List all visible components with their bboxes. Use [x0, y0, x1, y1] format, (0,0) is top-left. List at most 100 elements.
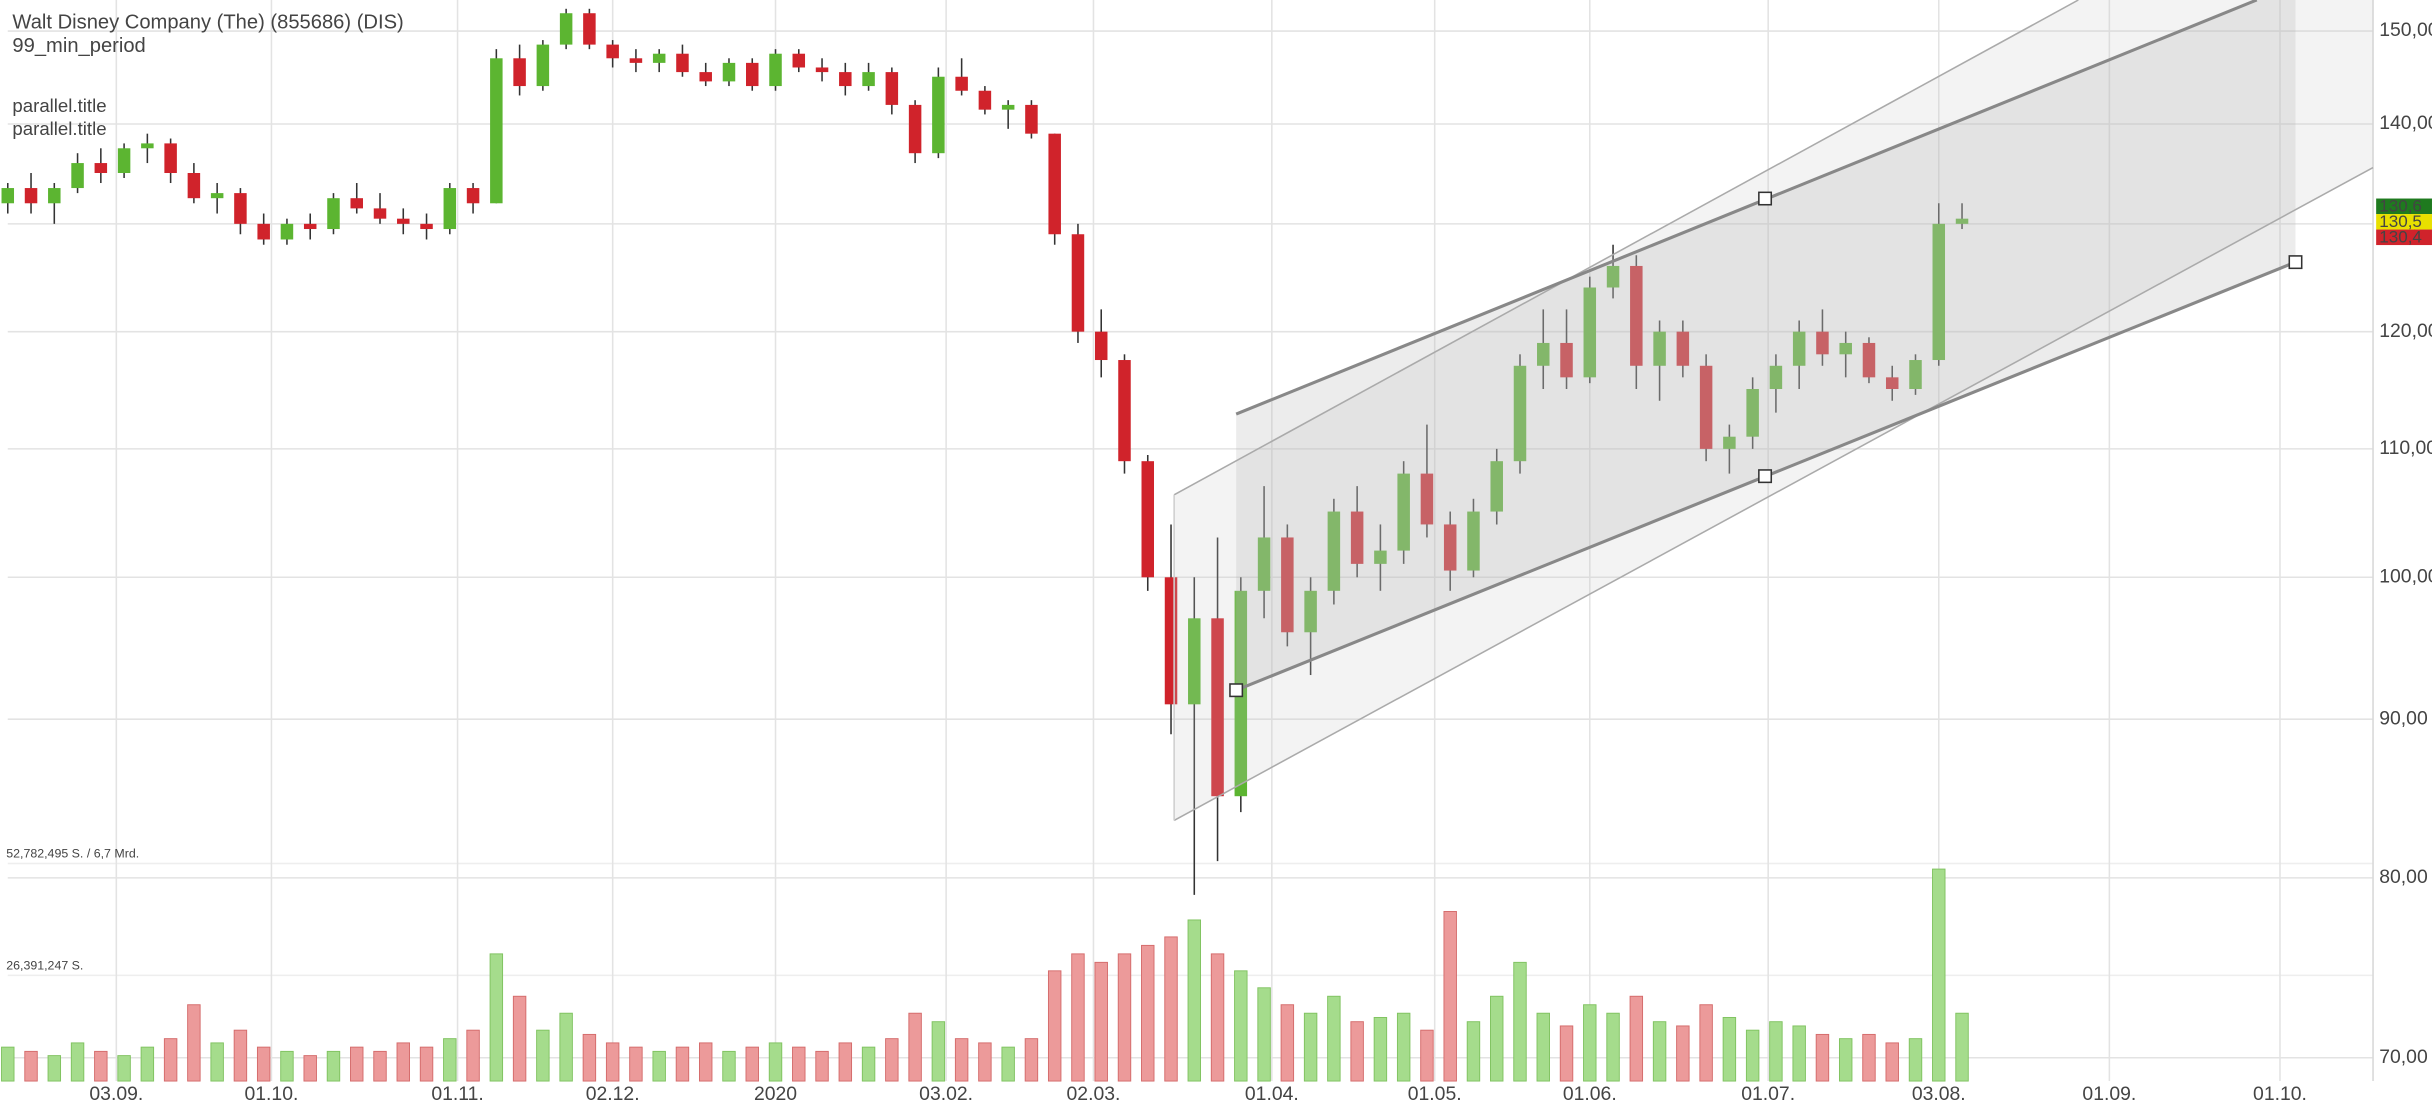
channel-handle[interactable] — [1229, 683, 1244, 698]
candle-body — [1816, 331, 1829, 355]
candle-body — [1490, 461, 1503, 512]
candle-body — [1699, 365, 1713, 449]
volume-bar — [582, 1033, 597, 1082]
candle-body — [1001, 104, 1015, 110]
candle-body — [1513, 365, 1527, 462]
volume-bar — [140, 1046, 155, 1082]
candle-body — [606, 44, 619, 59]
candle-body — [1746, 389, 1759, 437]
candle-body — [1374, 550, 1387, 564]
candle-body — [815, 67, 829, 73]
candle-body — [397, 218, 410, 224]
candle-body — [792, 53, 806, 68]
volume-bar — [187, 1004, 201, 1082]
volume-bar — [1536, 1012, 1550, 1082]
candle-body — [583, 13, 596, 45]
volume-bar — [1396, 1012, 1411, 1082]
candle-body — [1653, 331, 1666, 366]
candle-body — [1, 188, 15, 204]
chart-title: Walt Disney Company (The) (855686) (DIS) — [12, 12, 403, 34]
candle-body — [164, 143, 177, 174]
candle-body — [908, 104, 922, 154]
x-tick-label: 01.06. — [1563, 1083, 1617, 1105]
channel-outer-area — [1174, 0, 2374, 821]
x-tick-label: 01.05. — [1408, 1083, 1462, 1105]
volume-bar — [1071, 953, 1085, 1082]
volume-bar — [1024, 1038, 1039, 1082]
candle-body — [141, 143, 154, 149]
volume-bar — [1373, 1016, 1388, 1082]
volume-bar — [117, 1055, 131, 1082]
candle-body — [1397, 473, 1410, 551]
candle-body — [1420, 473, 1434, 525]
volume-bar — [1885, 1042, 1899, 1082]
price-tag-label: 130,5 — [2379, 212, 2422, 231]
candle-body — [466, 188, 480, 204]
volume-bar — [1745, 1029, 1760, 1082]
parallel-channel — [1173, 0, 2374, 822]
candle-body — [117, 148, 131, 174]
candle-body — [1630, 265, 1643, 366]
volume-bar — [70, 1042, 85, 1082]
volume-bar — [1583, 1004, 1597, 1082]
volume-bar — [1280, 1004, 1295, 1082]
volume-bar — [1676, 1025, 1690, 1082]
candle-body — [443, 188, 457, 230]
volume-bar — [768, 1042, 783, 1082]
annotation: parallel.title — [12, 95, 106, 116]
y-tick-label: 90,00 — [2379, 707, 2428, 729]
volume-bar — [280, 1050, 294, 1082]
candle-body — [303, 223, 317, 230]
volume-bar — [815, 1050, 829, 1082]
volume-bar — [1722, 1016, 1737, 1082]
candle-body — [1909, 360, 1922, 390]
volume-bar — [396, 1042, 410, 1082]
candle-body — [1094, 331, 1108, 361]
volume-bar — [1466, 1021, 1481, 1082]
candle-body — [1443, 524, 1457, 571]
channel-handle[interactable] — [1758, 469, 1773, 484]
candle-body — [1723, 436, 1736, 449]
candle-body — [327, 198, 340, 230]
candle-body — [94, 163, 108, 174]
candle-body — [1141, 461, 1155, 578]
volume-bar — [1606, 1012, 1620, 1082]
volume-bar — [1141, 944, 1155, 1082]
candle-body — [1885, 377, 1899, 390]
volume-bar — [1420, 1029, 1434, 1082]
candle-body — [1281, 537, 1294, 633]
channel-upper-line — [1235, 0, 2258, 416]
candle-body — [1327, 511, 1341, 591]
volume-bar — [1257, 987, 1271, 1082]
volume-bar — [326, 1050, 341, 1082]
candle-body — [490, 58, 503, 204]
volume-bar — [512, 995, 527, 1082]
candle-body — [885, 72, 899, 105]
candle-body — [699, 72, 712, 82]
volume-bar — [303, 1055, 317, 1082]
candle-body — [24, 188, 38, 204]
candle-body — [559, 13, 573, 45]
x-tick-label: 02.12. — [586, 1083, 640, 1105]
candle-body — [48, 188, 61, 204]
volume-bar — [1303, 1012, 1318, 1082]
price-tag — [2376, 214, 2432, 230]
volume-bar — [675, 1046, 690, 1082]
channel-handle[interactable] — [1758, 191, 1773, 206]
channel-handle[interactable] — [2288, 255, 2303, 270]
chart-subtitle: 99_min_period — [12, 35, 145, 57]
volume-bar — [350, 1046, 364, 1082]
candle-body — [629, 58, 643, 63]
candle-body — [513, 58, 526, 87]
volume-bar — [47, 1055, 62, 1082]
volume-bar — [978, 1042, 992, 1082]
candle-body — [280, 223, 294, 240]
y2-tick-label: 52,782,495 S. / 6,7 Mrd. — [6, 846, 139, 860]
volume-bar — [699, 1042, 713, 1082]
candle-body — [676, 53, 689, 73]
volume-bar — [722, 1050, 736, 1082]
x-tick-label: 01.09. — [2082, 1083, 2136, 1105]
price-tag-label: 130,6 — [2379, 197, 2422, 216]
volume-bar — [885, 1038, 899, 1082]
volume-bar — [210, 1042, 224, 1082]
